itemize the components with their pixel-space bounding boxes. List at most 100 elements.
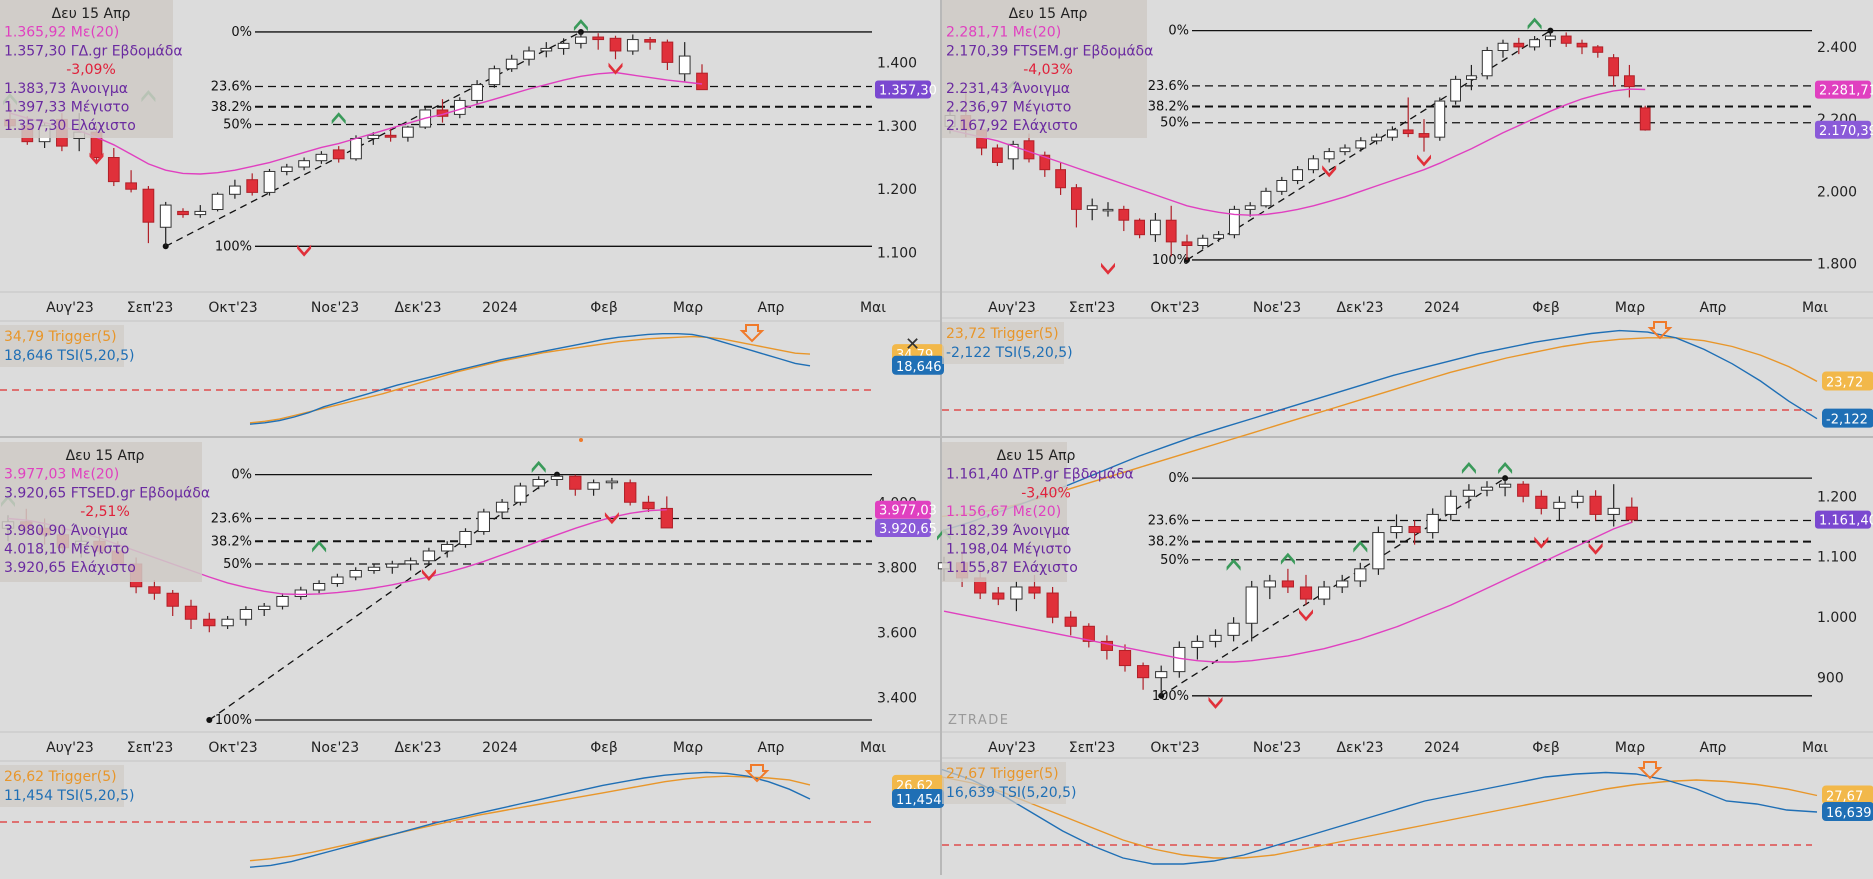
candle: [1010, 586, 1023, 600]
x-tick-label: Αυγ'23: [988, 300, 1036, 316]
info-high: 1.397,33 Μέγιστο: [4, 100, 129, 116]
candle: [1608, 57, 1619, 77]
price-tick-label: 1.100: [877, 246, 917, 262]
candle: [992, 147, 1003, 163]
x-tick-label: Αυγ'23: [46, 740, 94, 756]
info-box: Δευ 15 Απρ 1.161,40 ΔΤΡ.gr Εβδομάδα -3,40%…: [942, 442, 1134, 582]
chart-panel-2: 0%23.6%38.2%50%100%2.4002.2002.0001.8002…: [941, 0, 1873, 532]
candle: [203, 618, 216, 627]
candle: [540, 47, 553, 52]
candle: [1299, 586, 1313, 600]
tsi-value: 11,454: [896, 793, 942, 808]
candle: [678, 55, 691, 75]
tsi-panel: 26,62 Trigger(5)11,454 TSI(5,20,5)26,621…: [0, 764, 944, 868]
chart-panel-4: 0% 23.6% 38.2% 50% 100% 1.200 1.100 1.000 900 1.1…: [937, 442, 1873, 865]
tsi-value-badge: [1822, 802, 1873, 822]
signal-down-icon: [604, 512, 619, 525]
trigger-line: [249, 335, 811, 424]
fib-23-6-label: 23.6%: [1148, 513, 1189, 528]
tsi-legend: 18,646 TSI(5,20,5): [4, 348, 134, 364]
candle: [1553, 501, 1566, 509]
candle: [1387, 129, 1398, 138]
crossover-arrow-icon: [1647, 321, 1673, 340]
signal-down-icon: [89, 152, 104, 165]
signal-up-icon: [531, 460, 546, 473]
candle: [211, 193, 224, 211]
fib-0-label: 0%: [231, 468, 252, 483]
last-value-badge: [875, 80, 931, 99]
signal-down-icon: [1534, 536, 1549, 549]
candle: [609, 37, 622, 52]
x-tick-label: Μαι: [860, 740, 886, 756]
last-value-badge: [1815, 120, 1871, 139]
info-box: Δευ 15 Απρ 2.281,71 Με(20) 2.170,39 FTSEM.…: [942, 0, 1153, 138]
tsi-line: [941, 329, 1818, 532]
tsi-legend-bg: [0, 325, 124, 367]
tsi-legend: 16,639 TSI(5,20,5): [946, 785, 1076, 801]
candle: [177, 210, 189, 216]
info-open: 1.383,73 Άνοιγμα: [4, 81, 128, 97]
info-ma: 2.281,71 Με(20): [946, 25, 1061, 41]
x-tick-label: Φεβ: [1532, 740, 1560, 756]
candle: [1497, 42, 1509, 52]
tsi-panel: 34,79 Trigger(5)18,646 TSI(5,20,5) 34,791…: [0, 324, 944, 425]
last-value-badge: [1815, 80, 1871, 99]
info-change: 1.156,67 Με(20): [946, 504, 1061, 520]
last-value-label: 1.357,30: [879, 83, 937, 98]
candle: [1227, 622, 1240, 636]
info-ma: 3.977,03 Με(20): [4, 467, 119, 483]
signal-up-icon: [1353, 540, 1368, 553]
candle: [1434, 100, 1446, 138]
candle: [315, 153, 328, 162]
candle: [1173, 646, 1186, 673]
candle: [523, 50, 535, 60]
signal-up-icon: [573, 19, 588, 32]
close-icon[interactable]: ✕: [905, 334, 920, 355]
candle: [1209, 634, 1222, 642]
fib-anchor-low: [206, 717, 213, 723]
info-box: Δευ 15 Απρ 3.977,03 Με(20) 3.920,65 FTSED.…: [0, 442, 210, 582]
info-change: -3,09%: [66, 62, 116, 78]
fib-50-label: 50%: [223, 557, 252, 572]
last-value-label: 3.920,65: [879, 522, 937, 537]
candle: [1134, 219, 1145, 236]
x-tick-label: Απρ: [758, 740, 785, 756]
candle: [107, 157, 120, 183]
candle: [386, 563, 399, 568]
candle: [350, 137, 362, 160]
candle: [258, 605, 271, 610]
info-ma: 1.161,40 ΔΤΡ.gr Εβδομάδα: [946, 467, 1134, 483]
price-tick-label: 1.300: [877, 119, 917, 135]
candle: [1513, 42, 1525, 48]
x-tick-label: Μαι: [860, 300, 886, 316]
candle: [194, 210, 207, 216]
x-tick-label: Φεβ: [590, 740, 618, 756]
candle: [1339, 147, 1351, 153]
info-change: -2,51%: [80, 504, 130, 520]
trigger-value: 27,67: [1826, 789, 1863, 804]
x-tick-label: 2024: [1424, 740, 1460, 756]
candle: [505, 58, 518, 70]
candle: [1082, 625, 1095, 642]
price-tick-label: 3.800: [877, 560, 917, 576]
candle: [332, 149, 345, 160]
candle: [495, 501, 509, 513]
x-tick-label: Νοε'23: [1253, 300, 1301, 316]
candle: [459, 531, 472, 545]
fib-100-label: 100%: [215, 713, 252, 728]
x-tick-label: Οκτ'23: [208, 300, 257, 316]
price-tick-label: 3.400: [877, 690, 917, 706]
candle: [1371, 136, 1382, 142]
info-box-bg: [942, 0, 1147, 138]
candle: [1355, 140, 1367, 149]
x-tick-label: Μαρ: [673, 740, 703, 756]
candle: [184, 605, 198, 620]
candle: [1571, 495, 1584, 503]
x-tick-label: Σεπ'23: [1069, 740, 1116, 756]
candle: [1450, 78, 1461, 102]
candle: [229, 185, 241, 195]
candle: [1155, 671, 1168, 679]
candle: [557, 42, 570, 49]
